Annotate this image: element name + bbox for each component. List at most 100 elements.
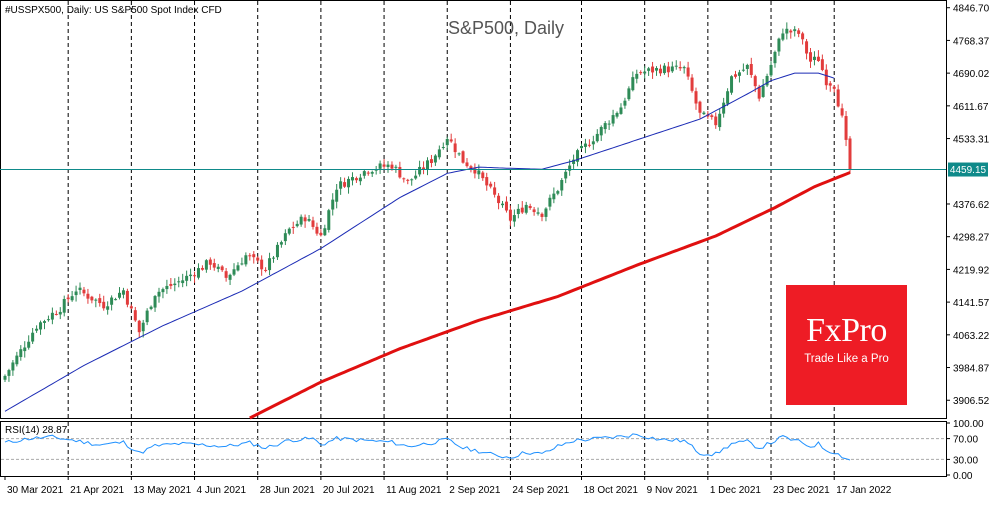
candle-body [358, 177, 362, 182]
y-tick-label: 4690.02 [953, 69, 990, 80]
candlestick [7, 368, 11, 382]
candle-body [690, 77, 694, 91]
candle-body [595, 133, 599, 142]
logo-brand-text: FxPro [806, 312, 887, 349]
candlestick [200, 265, 204, 271]
candle-body [137, 320, 141, 333]
candle-body [260, 259, 264, 270]
candle-body [643, 71, 647, 74]
candle-body [196, 268, 200, 278]
candlestick [129, 304, 133, 310]
candlestick [615, 111, 619, 119]
candle-body [504, 201, 508, 211]
candle-body [528, 205, 532, 209]
candlestick [275, 242, 279, 260]
candlestick [694, 87, 698, 110]
candlestick [508, 205, 512, 227]
candlestick [110, 295, 114, 311]
candle-body [208, 259, 212, 265]
candlestick [165, 279, 169, 294]
candlestick [493, 181, 497, 198]
candle-body [702, 112, 706, 115]
candlestick [66, 294, 70, 303]
x-tick-label: 13 May 2021 [133, 485, 191, 496]
candle-body [62, 299, 66, 313]
candle-body [769, 65, 773, 76]
candlestick [27, 335, 31, 350]
candle-body [836, 89, 840, 107]
candlestick [805, 38, 809, 60]
candle-body [812, 56, 816, 61]
x-tick-label: 23 Dec 2021 [773, 485, 830, 496]
candlestick [141, 319, 145, 338]
candle-body [631, 77, 635, 91]
candlestick [169, 277, 173, 290]
candle-body [82, 289, 86, 294]
candlestick [836, 84, 840, 108]
candlestick [611, 109, 615, 127]
candlestick [422, 161, 426, 175]
candlestick [789, 29, 793, 39]
candlestick [323, 224, 327, 237]
candlestick [564, 168, 568, 184]
candlestick [785, 22, 789, 40]
candle-body [512, 215, 516, 222]
candle-body [678, 67, 682, 69]
candlestick [299, 214, 303, 227]
y-tick-label: 4141.57 [953, 298, 990, 309]
candlestick [576, 148, 580, 167]
candle-body [773, 51, 777, 64]
candle-body [252, 254, 256, 258]
candlestick [137, 319, 141, 338]
candle-body [54, 313, 58, 315]
candlestick [236, 262, 240, 272]
candle-body [741, 69, 745, 71]
candlestick [840, 103, 844, 118]
candlestick [153, 295, 157, 312]
candle-body [816, 56, 820, 61]
date-axis: 30 Mar 2021 21 Apr 2021 13 May 2021 4 Jun 2… [4, 476, 892, 496]
candle-body [228, 274, 232, 280]
candle-body [335, 189, 339, 202]
candle-body [623, 100, 627, 106]
candlestick [382, 159, 386, 170]
candlestick [287, 227, 291, 236]
candle-body [153, 296, 157, 308]
candle-body [437, 149, 441, 158]
vertical-grid-lines [67, 1, 835, 476]
candle-body [501, 203, 505, 206]
candlestick [252, 251, 256, 264]
candlestick [718, 108, 722, 131]
candlestick [118, 287, 122, 300]
candle-body [185, 275, 189, 281]
candlestick [832, 85, 836, 93]
candle-body [473, 168, 477, 174]
candlestick [133, 306, 137, 322]
candlestick [327, 208, 331, 233]
candle-body [840, 108, 844, 116]
candlestick [291, 221, 295, 234]
candle-body [453, 143, 457, 153]
candlestick [820, 54, 824, 72]
candlestick [607, 120, 611, 130]
candlestick [15, 351, 19, 367]
candlestick [670, 61, 674, 73]
candlestick [189, 268, 193, 282]
candlestick [319, 229, 323, 237]
candle-body [145, 310, 149, 323]
candle-body [362, 171, 366, 176]
candlestick [94, 298, 98, 308]
candle-body [848, 138, 852, 170]
candlestick [682, 65, 686, 74]
candle-body [406, 179, 410, 181]
candlestick [627, 86, 631, 101]
candlestick [248, 253, 252, 261]
candle-body [216, 266, 220, 269]
candlestick [82, 286, 86, 297]
candlestick [714, 112, 718, 129]
candlestick [86, 288, 90, 304]
candlestick [678, 61, 682, 71]
candle-body [536, 212, 540, 214]
candle-body [66, 297, 70, 300]
